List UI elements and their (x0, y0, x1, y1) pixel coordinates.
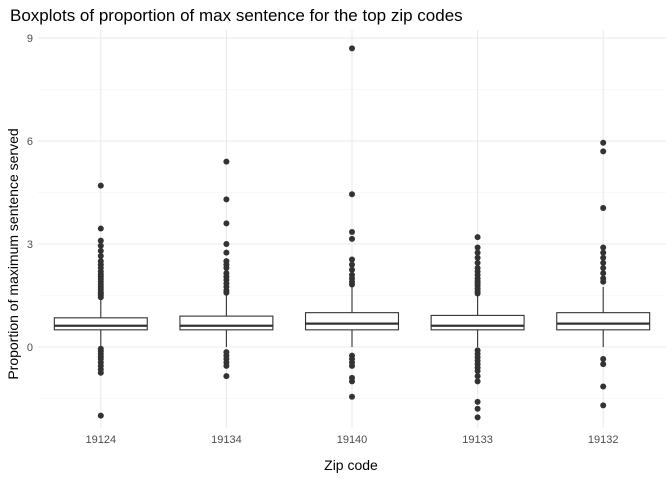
outlier-point (349, 393, 355, 400)
outlier-point (600, 249, 607, 256)
outlier-point (349, 281, 355, 288)
outlier-point (349, 256, 355, 263)
outlier-point (600, 265, 607, 272)
outlier-point (474, 398, 481, 405)
y-axis-label: Proportion of maximum sentence served (5, 128, 21, 379)
outlier-point (97, 369, 104, 376)
outlier-point (349, 378, 355, 385)
box-group-19140 (304, 45, 400, 400)
outlier-point (349, 228, 355, 235)
outlier-point (349, 261, 355, 268)
box (53, 317, 148, 331)
x-tick-label: 19132 (588, 434, 619, 446)
outlier-point (600, 139, 607, 146)
outlier-point (349, 266, 355, 273)
y-axis-ticks: 0 3 6 9 (27, 33, 33, 354)
outlier-point (474, 244, 481, 251)
outlier-point (349, 362, 355, 369)
outlier-point (223, 265, 230, 272)
box (430, 314, 525, 331)
outlier-point (600, 402, 607, 409)
outlier-point (97, 412, 104, 419)
box-group-19132 (556, 139, 651, 409)
x-tick-label: 19140 (337, 434, 368, 446)
outlier-point (223, 373, 230, 380)
outlier-point (223, 241, 230, 248)
x-tick-label: 19134 (211, 434, 242, 446)
outlier-point (600, 244, 607, 251)
x-tick-label: 19124 (86, 434, 117, 446)
outlier-point (474, 290, 481, 297)
outlier-point (474, 378, 481, 385)
outlier-point (223, 249, 230, 256)
box-group-19124 (53, 182, 148, 419)
outlier-point (97, 253, 104, 260)
outlier-point (600, 383, 607, 390)
outlier-point (97, 247, 104, 254)
outlier-point (474, 259, 481, 266)
outlier-point (223, 158, 230, 165)
outlier-point (97, 182, 104, 189)
chart-title: Boxplots of proportion of max sentence f… (10, 6, 463, 25)
outlier-point (600, 361, 607, 368)
outlier-point (223, 220, 230, 227)
outlier-point (474, 405, 481, 412)
y-tick-label: 3 (27, 239, 33, 251)
outlier-point (600, 270, 607, 277)
outlier-point (349, 235, 355, 242)
x-axis-ticks: 19124 19134 19140 19133 19132 (86, 434, 619, 446)
outlier-point (349, 191, 355, 198)
outlier-point (474, 373, 481, 380)
outlier-point (97, 225, 104, 232)
outlier-point (223, 362, 230, 369)
outlier-point (97, 237, 104, 244)
outlier-point (474, 234, 481, 241)
y-tick-label: 0 (27, 342, 33, 354)
outlier-point (474, 249, 481, 256)
outlier-point (97, 242, 104, 249)
box (304, 312, 400, 331)
box-group-19134 (179, 158, 274, 380)
outlier-point (474, 368, 481, 375)
boxes (53, 45, 651, 421)
outlier-point (97, 294, 104, 301)
box (179, 315, 274, 331)
outlier-point (600, 204, 607, 211)
outlier-point (600, 259, 607, 266)
outlier-point (600, 254, 607, 261)
outlier-point (474, 414, 481, 421)
y-tick-label: 6 (27, 136, 33, 148)
x-axis-label: Zip code (324, 457, 378, 473)
box-group-19133 (430, 234, 525, 421)
outlier-point (600, 278, 607, 285)
outlier-point (223, 289, 230, 296)
x-tick-label: 19133 (462, 434, 493, 446)
outlier-point (474, 254, 481, 261)
outlier-point (223, 196, 230, 203)
box (556, 312, 651, 331)
outlier-point (349, 45, 355, 52)
y-tick-label: 9 (27, 33, 33, 45)
outlier-point (600, 148, 607, 155)
outlier-point (600, 356, 607, 363)
